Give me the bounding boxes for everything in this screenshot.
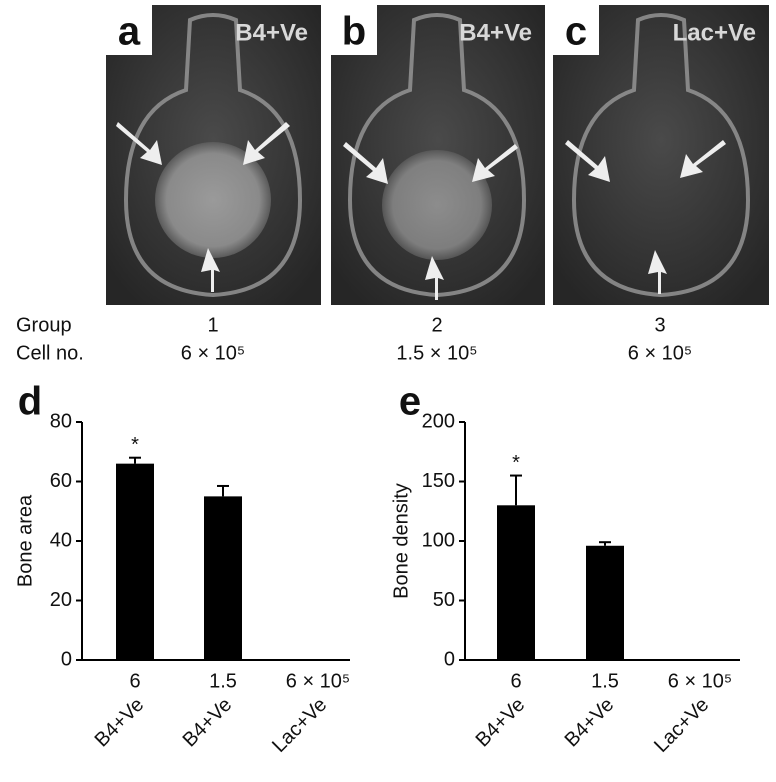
group-label: B4+Ve bbox=[179, 694, 237, 752]
panel-letter: b bbox=[342, 10, 366, 54]
panel-label: B4+Ve bbox=[459, 19, 532, 46]
photo-panel: b B4+Ve bbox=[331, 5, 545, 305]
row-label: Group bbox=[16, 314, 72, 336]
significance-mark: * bbox=[512, 452, 520, 474]
y-tick-label: 40 bbox=[50, 529, 72, 551]
panel-letter: a bbox=[118, 10, 141, 54]
cell-number: 1.5 × 10⁵ bbox=[396, 342, 477, 364]
panel-letter: e bbox=[399, 380, 421, 424]
group-label: B4+Ve bbox=[472, 694, 530, 752]
y-tick-label: 60 bbox=[50, 470, 72, 492]
y-tick-label: 0 bbox=[444, 648, 455, 670]
x-tick-label: 6 × 10⁵ bbox=[286, 670, 350, 692]
panel-letter: d bbox=[18, 380, 42, 424]
cell-number: 6 × 10⁵ bbox=[628, 342, 692, 364]
x-tick-label: 6 × 10⁵ bbox=[668, 670, 732, 692]
bar bbox=[204, 496, 242, 660]
x-tick-label: 1.5 bbox=[591, 670, 619, 692]
significance-mark: * bbox=[131, 434, 139, 456]
y-tick-label: 50 bbox=[433, 589, 455, 611]
y-tick-label: 0 bbox=[61, 648, 72, 670]
bar bbox=[497, 505, 535, 660]
y-axis-label: Bone density bbox=[390, 483, 412, 599]
group-label: B4+Ve bbox=[91, 694, 149, 752]
x-tick-label: 6 bbox=[129, 670, 140, 692]
x-tick-label: 6 bbox=[510, 670, 521, 692]
bar bbox=[586, 545, 624, 660]
y-tick-label: 150 bbox=[422, 470, 455, 492]
group-number: 3 bbox=[654, 314, 665, 336]
group-number: 1 bbox=[207, 314, 218, 336]
group-label: B4+Ve bbox=[561, 694, 619, 752]
x-tick-label: 1.5 bbox=[209, 670, 237, 692]
cell-number: 6 × 10⁵ bbox=[181, 342, 245, 364]
y-tick-label: 80 bbox=[50, 410, 72, 432]
photo-panel: a B4+Ve bbox=[106, 5, 321, 305]
y-axis-label: Bone area bbox=[14, 494, 36, 587]
y-tick-label: 200 bbox=[422, 410, 455, 432]
bar bbox=[116, 463, 154, 660]
panel-label: B4+Ve bbox=[235, 19, 308, 46]
group-label: Lac+Ve bbox=[268, 694, 331, 757]
y-tick-label: 100 bbox=[422, 529, 455, 551]
row-label: Cell no. bbox=[16, 342, 84, 364]
panel-letter: c bbox=[565, 10, 587, 54]
panel-label: Lac+Ve bbox=[673, 19, 756, 46]
group-label: Lac+Ve bbox=[650, 694, 713, 757]
photo-panel: c Lac+Ve bbox=[553, 5, 769, 305]
group-number: 2 bbox=[431, 314, 442, 336]
y-tick-label: 20 bbox=[50, 589, 72, 611]
